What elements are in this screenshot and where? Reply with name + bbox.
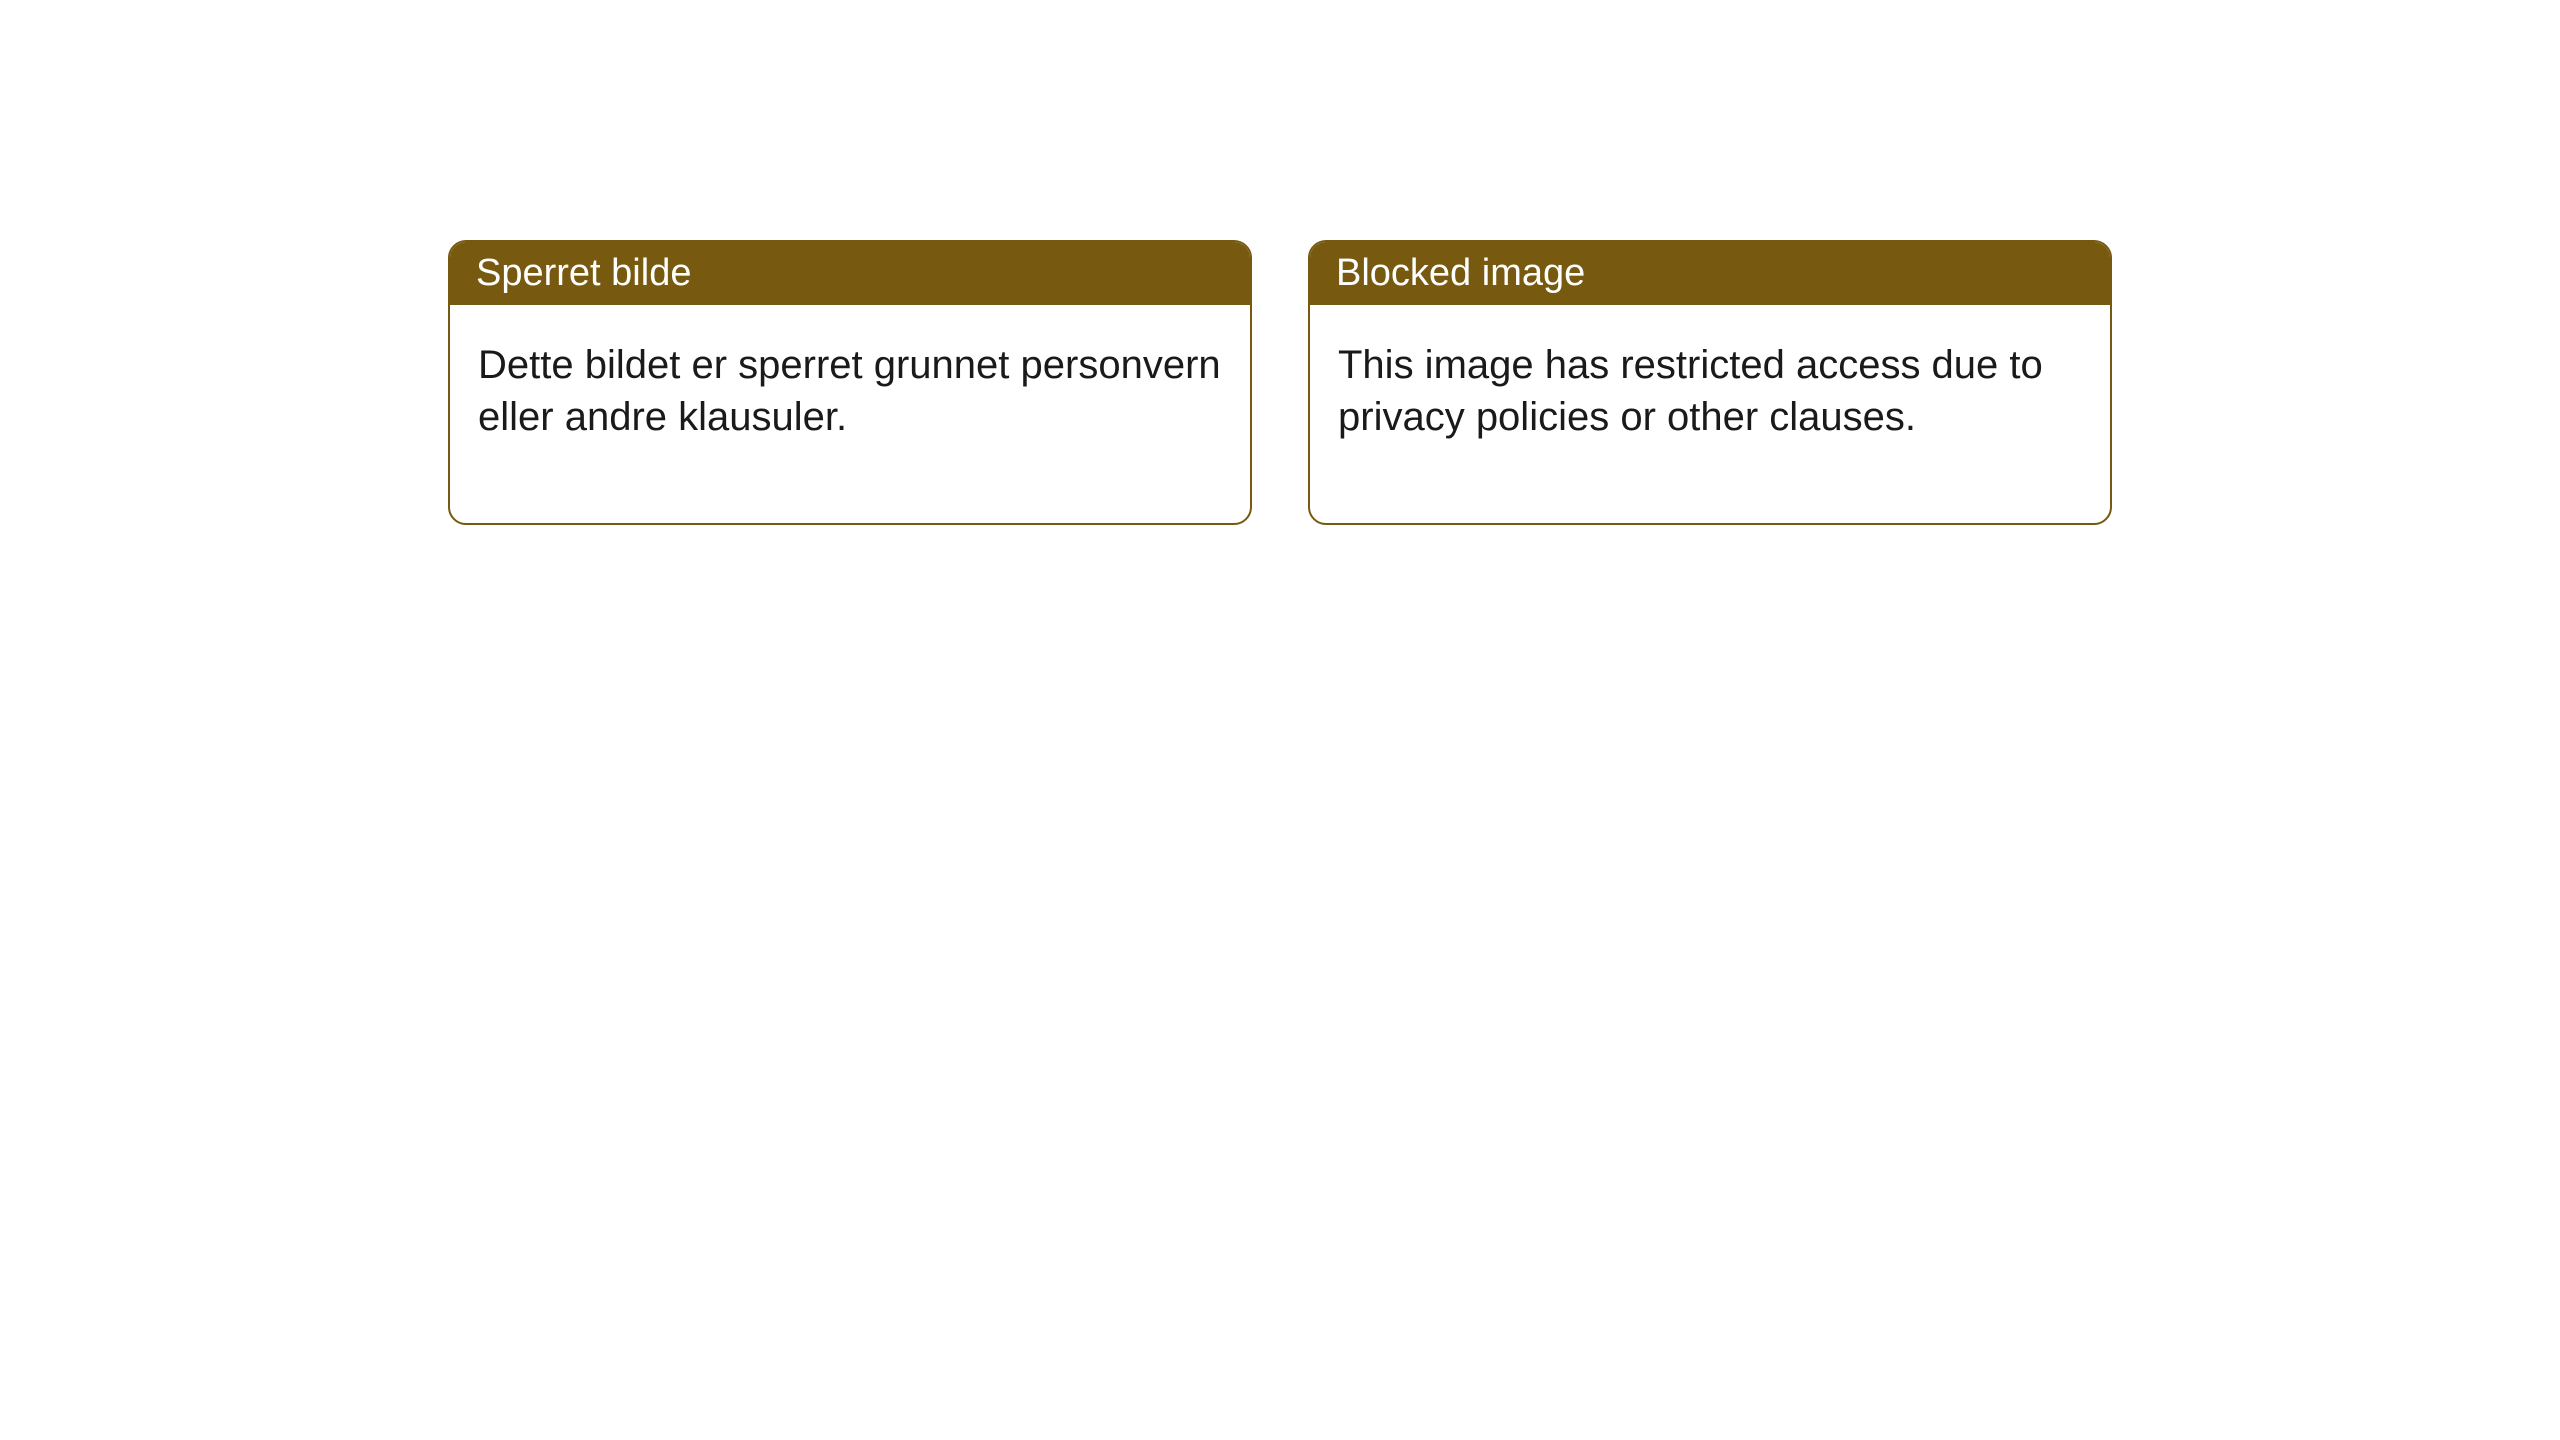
card-body: This image has restricted access due to … <box>1310 305 2110 523</box>
card-body: Dette bildet er sperret grunnet personve… <box>450 305 1250 523</box>
blocked-image-card-en: Blocked image This image has restricted … <box>1308 240 2112 525</box>
card-body-text: This image has restricted access due to … <box>1338 343 2043 439</box>
card-header: Blocked image <box>1310 242 2110 305</box>
cards-container: Sperret bilde Dette bildet er sperret gr… <box>0 0 2560 525</box>
card-header: Sperret bilde <box>450 242 1250 305</box>
card-body-text: Dette bildet er sperret grunnet personve… <box>478 343 1221 439</box>
card-title: Blocked image <box>1336 252 1585 294</box>
card-title: Sperret bilde <box>476 252 691 294</box>
blocked-image-card-no: Sperret bilde Dette bildet er sperret gr… <box>448 240 1252 525</box>
